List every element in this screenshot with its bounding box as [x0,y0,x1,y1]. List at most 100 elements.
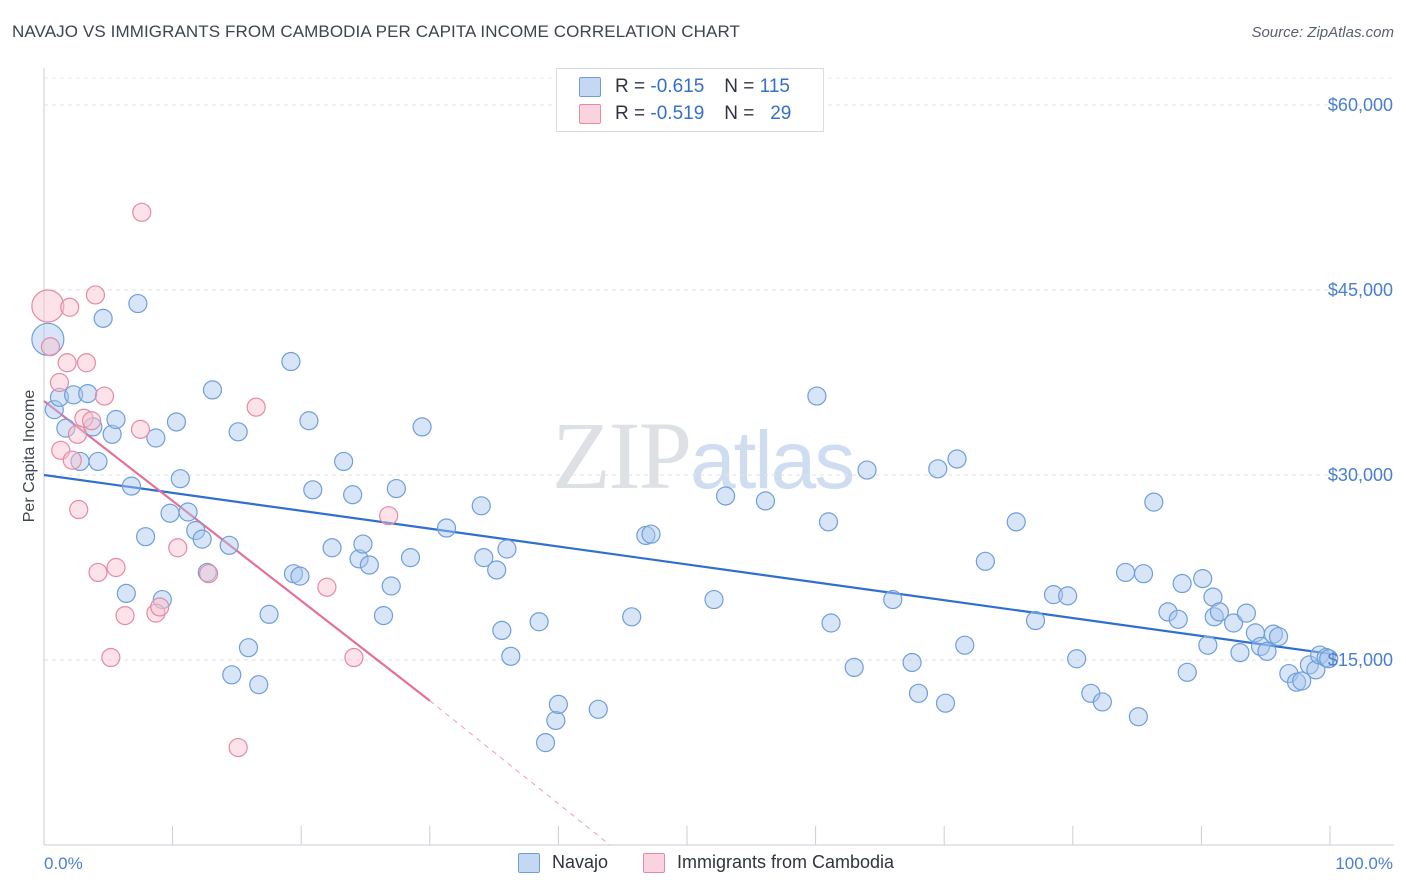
navajo-point [249,675,269,695]
cambodia-point [81,411,102,431]
navajo-point [373,605,394,626]
navajo-point [529,612,549,632]
source-label: Source: ZipAtlas.com [1251,24,1394,41]
navajo-point [1230,642,1250,663]
cambodia-point [88,562,108,583]
navajo-point [1250,636,1271,657]
navajo-point [178,502,198,522]
navajo-point [1223,613,1244,633]
navajo-point [222,665,242,685]
navajo-point [299,411,319,431]
navajo-point [1177,662,1197,682]
navajo-point [1006,512,1026,532]
navajo-point [715,486,736,506]
grid-lines [44,77,1394,661]
cambodia-point [115,605,135,626]
navajo-point [1115,562,1136,583]
navajo-point [821,613,841,633]
navajo-points [31,293,1339,753]
navajo-point [1172,573,1192,594]
r-label: R = [615,103,646,124]
cambodia-legend-swatch [643,852,665,873]
legend-item-cambodia[interactable]: Immigrants from Cambodia [643,852,894,873]
navajo-point [381,576,401,596]
cambodia-point [344,647,364,668]
cambodia-point [379,506,399,526]
navajo-point [883,589,903,610]
tick-labels: $15,000 $30,000 $45,000 $60,000 0.0% 100.0% [44,95,1393,873]
navajo-point [844,657,864,678]
navajo-point [1257,641,1277,661]
navajo-point [170,469,190,489]
cambodia-point [246,397,266,417]
watermark: ZIPatlas [552,400,855,511]
navajo-point [259,604,279,624]
navajo-point [228,422,248,442]
navajo-point [128,293,148,314]
navajo-point [1193,568,1213,589]
navajo-point [857,460,877,480]
cambodia-point [228,737,248,758]
navajo-point [471,496,491,516]
navajo-point [334,451,354,472]
navajo-point [902,652,922,673]
cambodia-trend-extension [429,700,611,846]
y-tick-label: $60,000 [1328,95,1393,115]
cambodia-point [40,337,61,357]
chart-title: NAVAJO VS IMMIGRANTS FROM CAMBODIA PER C… [12,22,741,41]
navajo-point [1168,609,1188,629]
navajo-point [1043,585,1064,605]
cambodia-point [132,202,152,222]
y-axis-title: Per Capita Income [21,390,38,523]
navajo-point [535,733,556,753]
navajo-point [400,548,421,568]
cambodia-point [49,372,70,393]
navajo-point [49,387,70,407]
n-value: 29 [770,103,792,124]
navajo-point [704,589,724,610]
navajo-point [641,524,661,544]
navajo-point [202,380,223,400]
cambodia-point [67,424,88,444]
legend-item-navajo[interactable]: Navajo [518,852,608,873]
cambodia-point [85,285,106,305]
navajo-point [349,549,369,569]
navajo-point [1198,635,1218,655]
axes [43,68,1394,846]
navajo-point [56,418,76,438]
r-value: -0.519 [650,103,705,124]
navajo-point [755,491,776,511]
navajo-point [116,583,136,604]
r-label: R = [615,76,646,97]
cambodia-point [168,538,188,558]
navajo-point [281,351,301,372]
navajo-point [1158,602,1178,622]
correlation-legend: R = -0.615 N = 115 R = -0.519 N = 29 [556,68,824,132]
navajo-point [947,449,967,469]
navajo-point [322,538,342,558]
n-label: N = [724,103,755,124]
navajo-point [1092,692,1112,712]
navajo-legend-label: Navajo [552,852,609,872]
navajo-point [818,512,839,532]
navajo-point [102,424,122,444]
navajo-point [93,308,113,328]
x-tick-label: 0.0% [44,854,83,873]
navajo-point [935,693,956,713]
navajo-point [1058,586,1078,606]
watermark-zip: ZIP [552,402,692,509]
navajo-point [386,478,406,499]
navajo-point [1209,602,1230,622]
n-label: N = [724,76,755,97]
navajo-swatch [579,77,601,97]
y-tick-label: $30,000 [1328,465,1393,485]
navajo-point [121,476,142,496]
navajo-point [546,710,566,731]
navajo-point [135,527,156,547]
navajo-point [1236,603,1257,623]
cambodia-point [317,577,337,597]
x-tick-label: 100.0% [1335,854,1393,873]
navajo-trend-line [43,473,1331,655]
navajo-point [1025,610,1046,631]
y-tick-label: $45,000 [1328,280,1393,300]
